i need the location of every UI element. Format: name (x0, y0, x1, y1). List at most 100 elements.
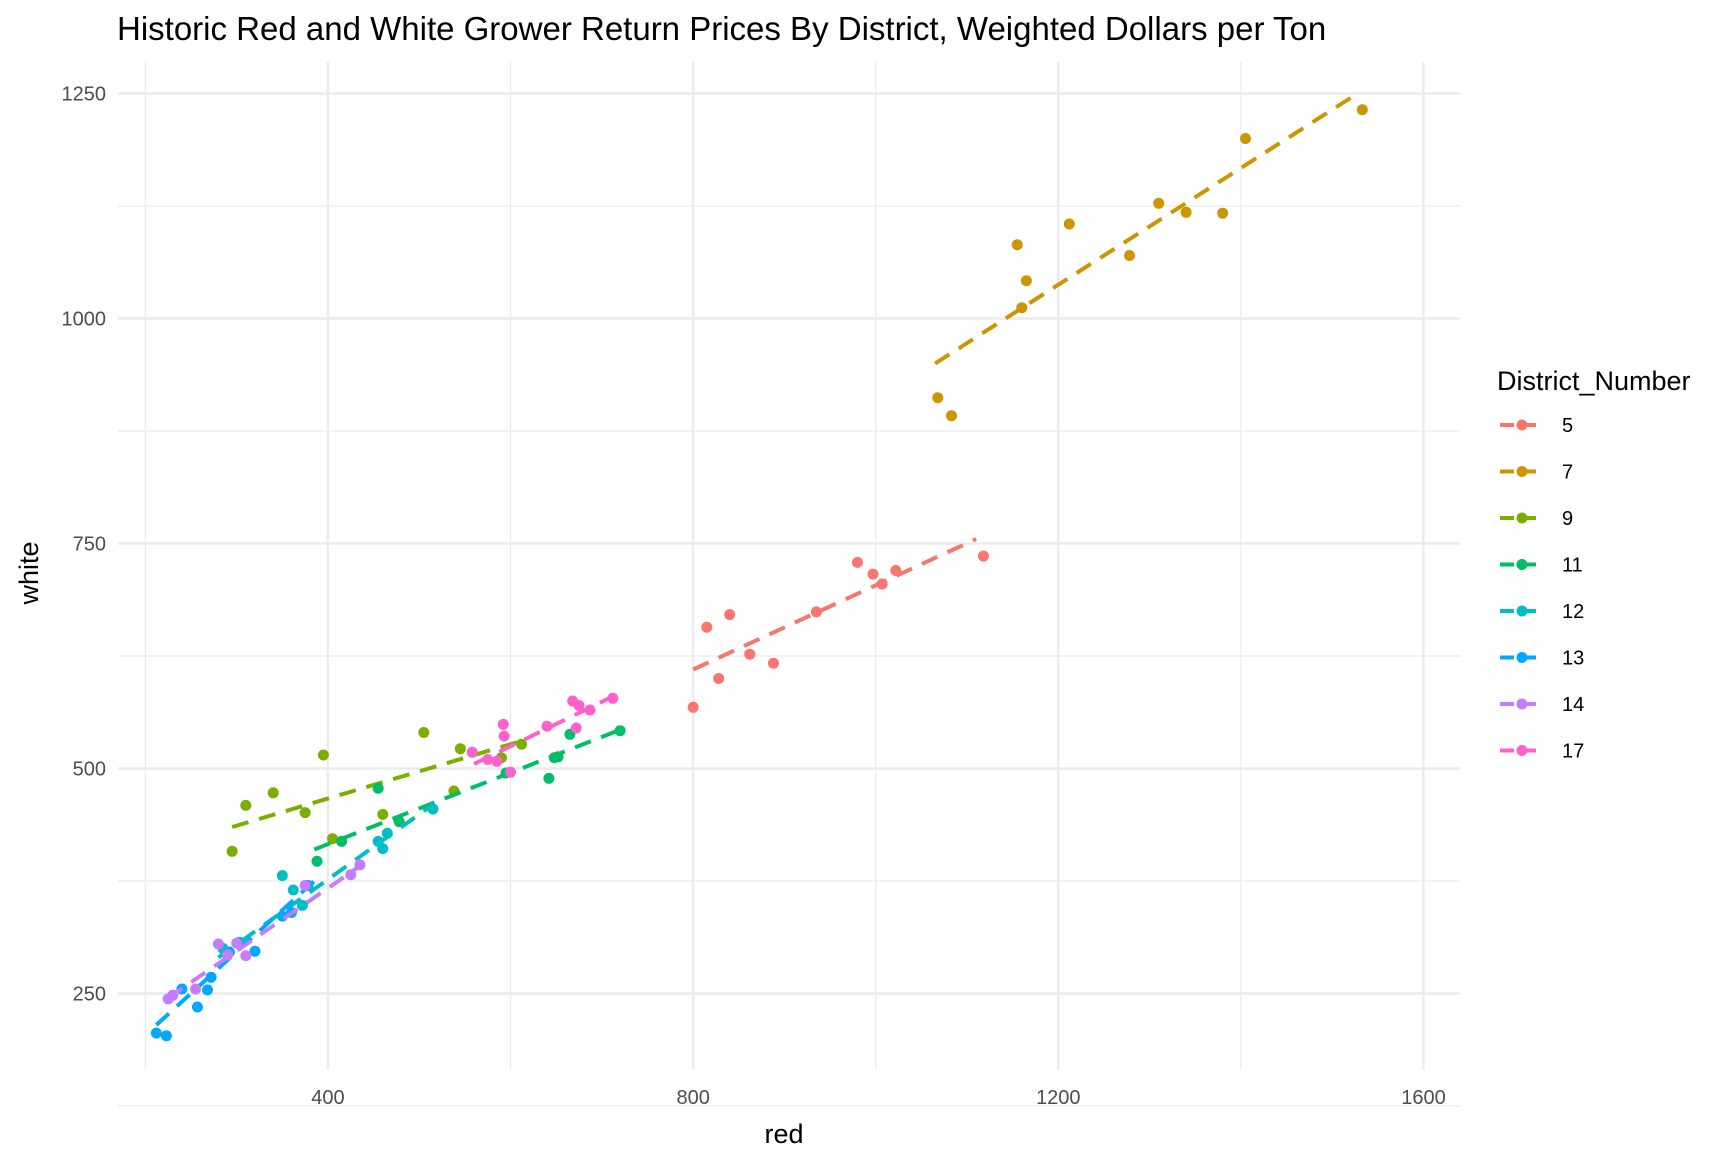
legend-key-point (1516, 605, 1528, 617)
data-point (946, 410, 958, 422)
data-point (299, 807, 311, 819)
legend-key-point (1516, 652, 1528, 663)
data-point (226, 845, 238, 857)
series-17 (466, 692, 619, 778)
legend-item-5: 5 (1500, 415, 1573, 437)
data-point (296, 899, 308, 911)
data-point (810, 606, 822, 618)
data-point (249, 945, 261, 957)
data-point (890, 565, 902, 576)
data-point (427, 803, 439, 815)
y-tick-label: 1250 (62, 84, 107, 106)
series-5 (687, 537, 989, 713)
data-point (491, 755, 503, 767)
legend-label: 13 (1562, 648, 1584, 670)
data-point (498, 730, 510, 742)
trend-line-11 (313, 727, 621, 852)
trend-line-7 (933, 96, 1352, 366)
legend-key-point (1516, 559, 1528, 570)
x-tick-label: 800 (676, 1087, 709, 1109)
legend-label: 11 (1562, 555, 1583, 577)
data-point (552, 751, 564, 763)
major-gridlines (118, 62, 1460, 1070)
data-point (1180, 206, 1192, 218)
legend-item-11: 11 (1500, 555, 1583, 577)
legend-key-point (1516, 419, 1528, 431)
data-point (466, 746, 478, 758)
legend-title: District_Number (1497, 366, 1691, 396)
data-point (150, 1027, 162, 1039)
x-tick-label: 1200 (1036, 1087, 1081, 1109)
data-point (267, 787, 279, 799)
data-point (932, 392, 944, 404)
data-point (977, 550, 989, 562)
data-point (724, 609, 736, 621)
data-point (1217, 207, 1229, 219)
legend-label: 7 (1562, 462, 1573, 484)
data-point (240, 950, 252, 962)
data-point (1011, 239, 1023, 251)
data-point (311, 855, 323, 867)
series-7 (932, 96, 1368, 422)
trend-line-13 (154, 879, 316, 1027)
data-point (327, 833, 339, 845)
data-point (418, 727, 430, 738)
y-axis-ticks: 250 500 750 1000 1250 (62, 84, 107, 1006)
data-point (482, 754, 494, 765)
data-point (205, 971, 217, 983)
data-point (573, 700, 585, 711)
x-axis-ticks: 400 800 1200 1600 (311, 1087, 1445, 1109)
data-point (201, 984, 213, 996)
legend-label: 17 (1562, 741, 1584, 763)
data-point (160, 1030, 172, 1042)
legend: District_Number 5 7 9 11 12 13 14 17 (1497, 366, 1691, 763)
series-13 (150, 879, 316, 1042)
legend-key-point (1516, 512, 1528, 524)
legend-item-17: 17 (1500, 741, 1584, 763)
data-point (1153, 197, 1165, 209)
data-point (1063, 218, 1075, 230)
data-point (867, 568, 879, 580)
legend-item-9: 9 (1500, 508, 1573, 530)
legend-label: 14 (1562, 694, 1584, 716)
data-point (1239, 133, 1251, 144)
data-point (372, 782, 384, 794)
y-tick-label: 750 (73, 534, 106, 556)
legend-key-point (1516, 745, 1528, 756)
legend-item-14: 14 (1500, 694, 1584, 716)
legend-item-7: 7 (1500, 462, 1573, 484)
legend-item-13: 13 (1500, 648, 1584, 670)
data-point (543, 772, 555, 784)
legend-item-12: 12 (1500, 601, 1584, 623)
legend-key-point (1516, 466, 1528, 477)
data-point (377, 808, 389, 820)
data-point (701, 621, 713, 633)
chart-title: Historic Red and White Grower Return Pri… (117, 10, 1327, 47)
data-point (516, 738, 528, 750)
data-point (381, 827, 393, 839)
data-point (167, 989, 179, 1001)
data-point (231, 937, 243, 949)
y-tick-label: 500 (73, 759, 106, 781)
data-point (377, 843, 389, 855)
data-point (851, 556, 863, 568)
data-point (191, 1001, 203, 1013)
data-point (212, 938, 224, 950)
data-point (222, 949, 234, 961)
trend-line-12 (217, 802, 435, 960)
series-11 (311, 725, 626, 867)
y-tick-label: 250 (73, 984, 106, 1006)
data-point (541, 720, 553, 732)
data-point (744, 648, 756, 660)
trend-line-5 (692, 537, 977, 672)
data-point (876, 578, 888, 590)
legend-label: 9 (1562, 508, 1573, 530)
x-tick-label: 400 (311, 1087, 344, 1109)
legend-key-point (1516, 698, 1528, 710)
data-point (1356, 104, 1368, 116)
data-point (1124, 250, 1136, 261)
data-point (713, 673, 725, 684)
data-point (454, 743, 466, 755)
data-point (317, 749, 329, 761)
data-point (190, 983, 202, 995)
